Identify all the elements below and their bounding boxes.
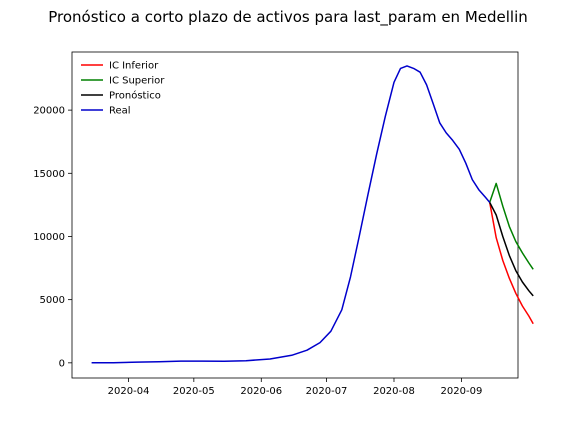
x-tick-label: 2020-05: [173, 386, 215, 397]
legend-label-pronostico: Pronóstico: [109, 90, 161, 102]
y-tick-label: 20000: [33, 106, 65, 117]
legend-label-real: Real: [109, 106, 131, 117]
legend-label-ic-inferior: IC Inferior: [109, 61, 159, 72]
chart-title: Pronóstico a corto plazo de activos para…: [48, 8, 528, 27]
series-line-ic-superior: [488, 182, 534, 270]
y-tick-label: 5000: [40, 295, 65, 306]
x-tick-label: 2020-09: [441, 386, 483, 397]
legend-label-ic-superior: IC Superior: [109, 76, 165, 87]
legend: IC Inferior IC Superior Pronóstico Real: [81, 61, 165, 117]
plot-area: [71, 51, 519, 379]
series-line-real: [91, 65, 491, 364]
series-line-pronostico: [489, 202, 534, 297]
series-line-ic-inferior: [488, 202, 534, 325]
x-tick-label: 2020-04: [108, 386, 150, 397]
x-tick-label: 2020-07: [306, 386, 348, 397]
x-axis: 2020-04 2020-05 2020-06 2020-07 2020-08 2020-…: [108, 378, 483, 397]
y-tick-label: 10000: [33, 232, 65, 243]
x-tick-label: 2020-06: [240, 386, 282, 397]
x-tick-label: 2020-08: [373, 386, 415, 397]
series-layer: [91, 65, 534, 364]
y-axis: 0 5000 10000 15000 20000: [33, 106, 72, 369]
y-tick-label: 15000: [33, 169, 65, 180]
y-tick-label: 0: [59, 358, 65, 369]
